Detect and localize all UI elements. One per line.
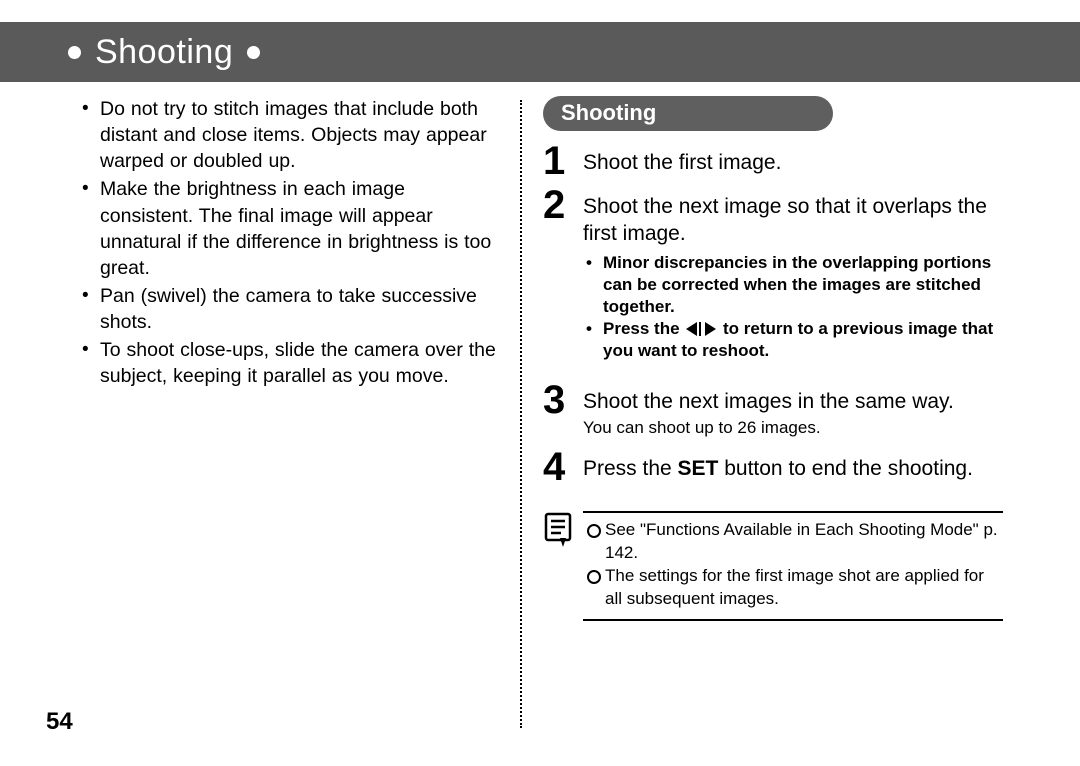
step-number: 1 — [543, 141, 569, 181]
tip-item: Make the brightness in each image consis… — [78, 176, 504, 281]
page-number: 54 — [46, 708, 73, 736]
tip-item: Do not try to stitch images that include… — [78, 96, 504, 174]
note-icon — [543, 512, 573, 553]
step-number: 2 — [543, 185, 569, 362]
text-fragment: button to end the shooting. — [718, 457, 973, 480]
notes-box: See "Functions Available in Each Shootin… — [543, 511, 1003, 621]
note-item: See "Functions Available in Each Shootin… — [585, 519, 1001, 565]
step-sub-item: Press the to return to a previous image … — [583, 318, 1003, 362]
text-fragment: Press the — [603, 319, 684, 338]
step-number: 3 — [543, 380, 569, 439]
step-sub-item: Minor discrepancies in the overlapping p… — [583, 252, 1003, 318]
note-item: The settings for the first image shot ar… — [585, 565, 1001, 611]
column-divider — [520, 100, 522, 728]
section-banner: Shooting — [0, 22, 1080, 82]
step-3: 3 Shoot the next images in the same way.… — [543, 380, 1003, 439]
step-text: Shoot the next image so that it overlaps… — [583, 193, 1003, 248]
step-2: 2 Shoot the next image so that it overla… — [543, 185, 1003, 362]
tip-item: To shoot close-ups, slide the camera ove… — [78, 337, 504, 389]
step-1: 1 Shoot the first image. — [543, 141, 1003, 181]
step-note: You can shoot up to 26 images. — [583, 417, 1003, 439]
left-column: Do not try to stitch images that include… — [78, 96, 504, 391]
bullet-decor-right — [247, 46, 260, 59]
left-right-arrow-icon — [686, 322, 716, 336]
step-4: 4 Press the SET button to end the shooti… — [543, 447, 1003, 487]
step-text: Shoot the next images in the same way. — [583, 388, 1003, 415]
tip-item: Pan (swivel) the camera to take successi… — [78, 283, 504, 335]
step-text: Shoot the first image. — [583, 149, 1003, 176]
step-number: 4 — [543, 447, 569, 487]
step-text: Press the SET button to end the shooting… — [583, 455, 1003, 482]
button-label: SET — [678, 457, 719, 480]
subsection-pill: Shooting — [543, 96, 833, 131]
banner-title: Shooting — [95, 33, 233, 72]
text-fragment: Press the — [583, 457, 678, 480]
bullet-decor-left — [68, 46, 81, 59]
right-column: Shooting 1 Shoot the first image. 2 Shoo… — [543, 96, 1003, 621]
